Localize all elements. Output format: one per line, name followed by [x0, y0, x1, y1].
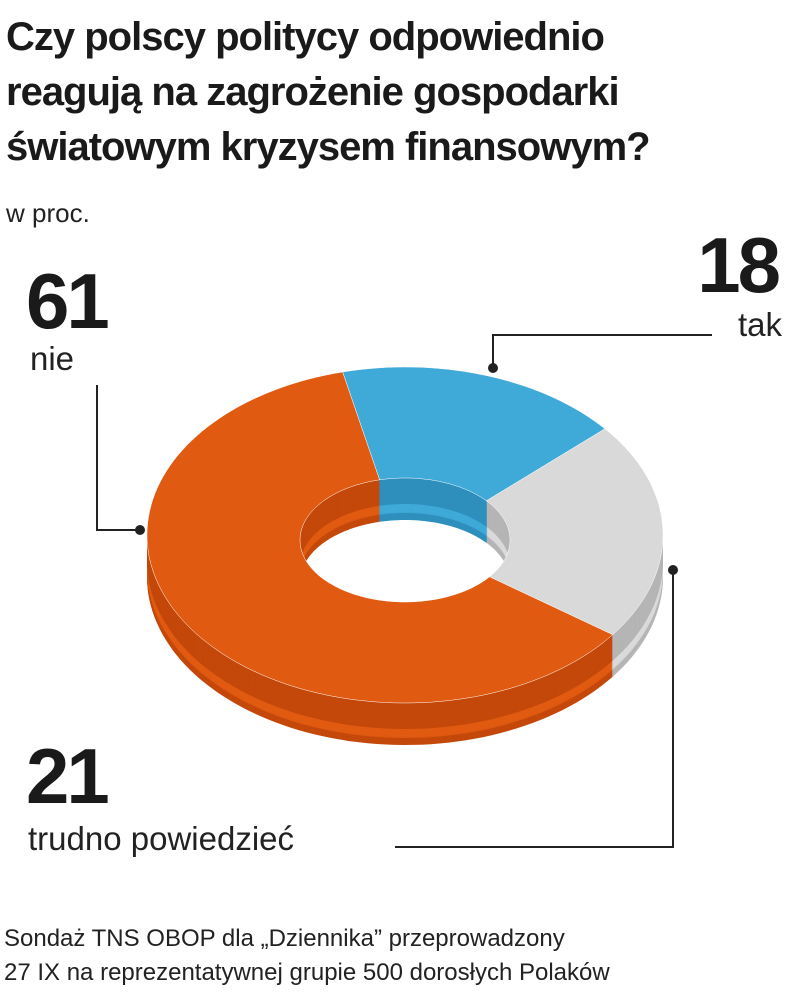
category-label-nie: nie — [30, 340, 74, 377]
leader-line-trudno — [395, 570, 674, 848]
leader-dot-trudno — [668, 565, 678, 575]
footer-line-1: Sondaż TNS OBOP dla „Dziennika” przeprow… — [4, 925, 565, 952]
leader-line-tak — [492, 334, 712, 368]
category-label-trudno: trudno powiedzieć — [28, 820, 294, 857]
value-label-tak: 18 — [697, 221, 778, 309]
category-label-tak: tak — [738, 306, 783, 343]
leader-line-nie — [96, 385, 140, 531]
leader-dot-tak — [488, 363, 498, 373]
value-label-trudno: 21 — [26, 732, 108, 820]
title-line-3: światowym kryzysem finansowym? — [6, 125, 650, 169]
slice-nie — [146, 371, 614, 704]
footer-line-2: 27 IX na reprezentatywnej grupie 500 dor… — [4, 959, 610, 986]
value-label-nie: 61 — [26, 257, 108, 345]
title-line-1: Czy polscy politycy odpowiednio — [6, 15, 604, 59]
donut — [146, 366, 664, 745]
unit-label: w proc. — [5, 198, 90, 228]
leader-dot-nie — [135, 525, 145, 535]
title-line-2: reagują na zagrożenie gospodarki — [6, 70, 619, 114]
